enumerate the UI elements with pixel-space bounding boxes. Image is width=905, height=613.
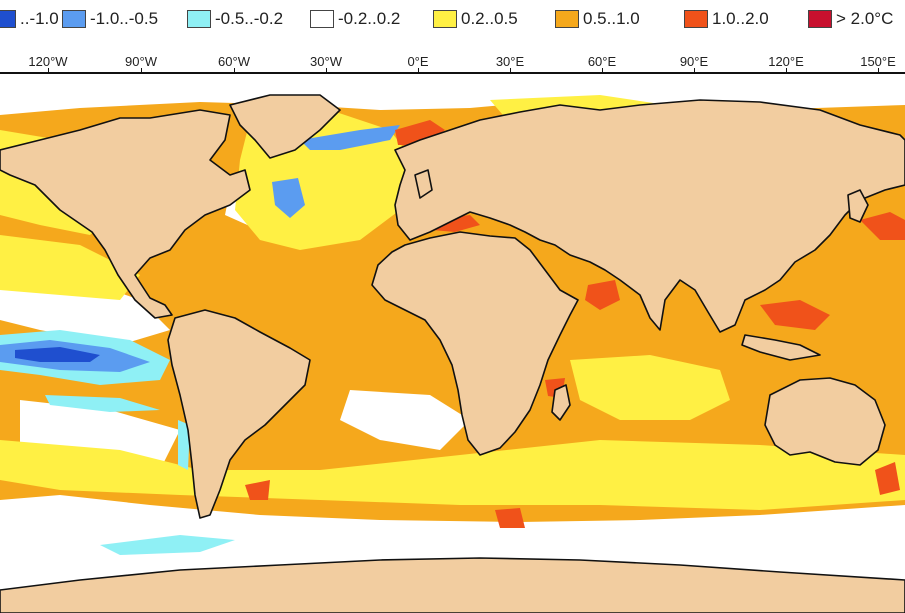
legend-label: -0.2..0.2	[338, 9, 401, 28]
lon-tick-mark	[48, 68, 49, 72]
africa-land	[371, 231, 579, 456]
lon-tick-label: 60°W	[218, 54, 250, 69]
legend-label: > 2.0°C	[836, 9, 894, 28]
temperature-legend: ..-1.0 -1.0..-0.5 -0.5..-0.2 -0.2..0.2 0…	[0, 0, 905, 40]
japan-land	[847, 189, 869, 223]
eurasia-land	[394, 99, 905, 333]
lon-tick-mark	[418, 68, 419, 72]
longitude-axis: 120°W 90°W 60°W 30°W 0°E 30°E 60°E 90°E …	[0, 48, 905, 74]
australia-land	[764, 377, 886, 466]
japan-hot	[860, 212, 905, 240]
legend-swatch	[62, 10, 86, 28]
legend-label: ..-1.0	[20, 9, 59, 28]
legend-item-02-05: 0.2..0.5	[433, 7, 518, 31]
legend-label: 1.0..2.0	[712, 9, 769, 28]
antarctica-land	[0, 557, 905, 613]
labrador-sea-cool	[272, 178, 305, 218]
legend-label: -1.0..-0.5	[90, 9, 159, 28]
legend-swatch	[808, 10, 832, 28]
lon-tick-mark	[694, 68, 695, 72]
legend-item-neg02-02: -0.2..0.2	[310, 7, 400, 31]
legend-item-neg05-neg02: -0.5..-0.2	[187, 7, 283, 31]
greenland-land	[229, 94, 341, 159]
legend-swatch	[684, 10, 708, 28]
legend-item-1-2: 1.0..2.0	[684, 7, 769, 31]
lon-tick-mark	[141, 68, 142, 72]
legend-label: 0.5..1.0	[583, 9, 640, 28]
legend-item-lt-neg1: ..-1.0	[0, 7, 59, 31]
lon-tick-label: 120°E	[768, 54, 804, 69]
chile-coast-cool	[178, 420, 190, 470]
lon-tick-mark	[510, 68, 511, 72]
indonesia-land	[741, 334, 821, 361]
legend-swatch	[310, 10, 334, 28]
lon-tick-label: 90°W	[125, 54, 157, 69]
legend-item-05-1: 0.5..1.0	[555, 7, 640, 31]
lon-tick-label: 150°E	[860, 54, 896, 69]
legend-swatch	[0, 10, 16, 28]
sst-anomaly-map	[0, 74, 905, 613]
legend-label: 0.2..0.5	[461, 9, 518, 28]
southeast-pacific-cool-streak	[45, 395, 160, 412]
legend-item-gt-2: > 2.0°C	[808, 7, 893, 31]
madagascar-land	[551, 384, 571, 421]
lon-tick-label: 120°W	[28, 54, 68, 69]
indian-ocean-yellow	[570, 355, 730, 420]
lon-tick-label: 90°E	[679, 54, 709, 69]
arabian-sea-hot	[585, 280, 620, 310]
east-pacific-cold-core	[15, 347, 100, 362]
lon-tick-mark	[234, 68, 235, 72]
tasman-hot	[875, 462, 900, 495]
lon-tick-label: 30°W	[310, 54, 342, 69]
lon-tick-mark	[326, 68, 327, 72]
south-atlantic-neutral-patch	[340, 390, 470, 450]
philippine-hot	[760, 300, 830, 330]
tropical-pacific-yellow	[0, 235, 140, 300]
southern-band-yellow	[0, 440, 905, 510]
greenland-sea-cool	[300, 125, 400, 150]
legend-label: -0.5..-0.2	[215, 9, 284, 28]
south-atlantic-hot	[245, 480, 270, 500]
lon-tick-label: 60°E	[587, 54, 617, 69]
british-isles-land	[414, 169, 433, 199]
legend-swatch	[555, 10, 579, 28]
lon-tick-mark	[602, 68, 603, 72]
legend-swatch	[433, 10, 457, 28]
south-america-land	[167, 309, 311, 519]
lon-tick-label: 0°E	[407, 54, 429, 69]
north-america-land	[0, 109, 251, 319]
legend-swatch	[187, 10, 211, 28]
lon-tick-mark	[878, 68, 879, 72]
lon-tick-label: 30°E	[495, 54, 525, 69]
lon-tick-mark	[786, 68, 787, 72]
south-indian-hot	[495, 508, 525, 528]
legend-item-neg1-neg05: -1.0..-0.5	[62, 7, 158, 31]
southern-pacific-cool-streak	[100, 535, 235, 555]
